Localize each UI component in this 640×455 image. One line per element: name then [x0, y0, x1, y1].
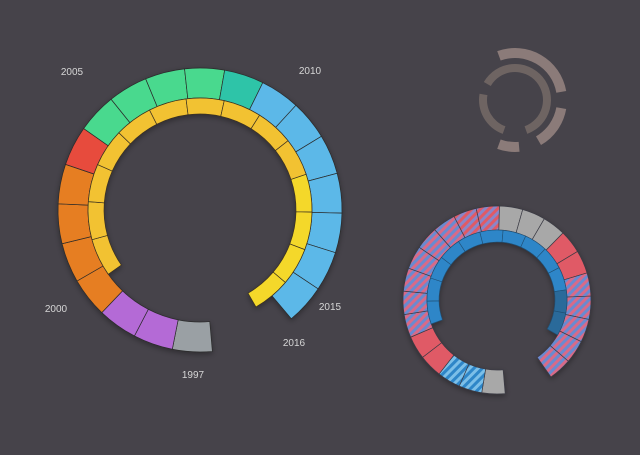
small-gray-radial-chart — [479, 48, 567, 152]
pattern-inner-cell-0-5 — [479, 229, 504, 245]
year-label-1997: 1997 — [182, 370, 205, 381]
outer-cell-2-2 — [57, 203, 92, 245]
year-label-2015: 2015 — [319, 302, 342, 313]
inner-cell-0-6 — [185, 97, 225, 117]
inner-cell-1-3 — [247, 271, 286, 308]
year-labels: 2005 2010 2000 2015 2016 1997 — [45, 66, 342, 381]
patterned-radial-chart — [402, 205, 592, 395]
pattern-outer-cell-3-1 — [402, 290, 429, 315]
gray-outer-arc-0 — [497, 48, 567, 93]
year-label-2005: 2005 — [61, 67, 84, 78]
pattern-outer-cell-7-4 — [536, 345, 569, 378]
year-label-2010: 2010 — [299, 66, 322, 77]
outer-cell-4-3 — [184, 67, 226, 101]
gray-inner-arc-1 — [479, 93, 506, 134]
year-label-2000: 2000 — [45, 304, 68, 315]
inner-cell-0-1 — [87, 201, 108, 241]
gray-outer-arc-1 — [536, 107, 567, 146]
outer-cell-0-0 — [171, 319, 213, 353]
year-label-2016: 2016 — [283, 338, 306, 349]
gray-outer-arc-2 — [497, 139, 520, 152]
pattern-inner-cell-1-0 — [553, 289, 568, 314]
large-radial-chart — [57, 67, 343, 353]
pattern-inner-cell-0-1 — [426, 277, 443, 302]
pattern-inner-cell-1-1 — [546, 310, 567, 336]
